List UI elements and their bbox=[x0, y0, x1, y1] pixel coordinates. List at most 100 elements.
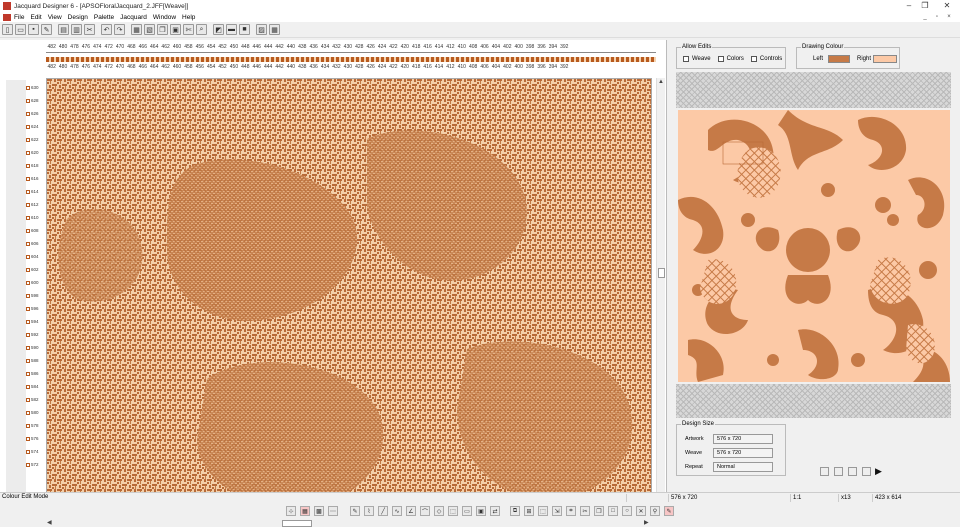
mdi-minimize-icon[interactable]: _ bbox=[923, 14, 927, 20]
restore-button[interactable]: ❐ bbox=[921, 1, 929, 10]
row-marker-icon[interactable] bbox=[26, 163, 30, 168]
row-marker-icon[interactable] bbox=[26, 176, 30, 181]
grid-tool-icon[interactable]: ⊞ bbox=[524, 506, 534, 516]
artwork-preview[interactable] bbox=[678, 110, 950, 382]
row-marker-icon[interactable] bbox=[26, 332, 30, 337]
left-ruler-row[interactable]: 590 bbox=[26, 344, 44, 351]
left-ruler-row[interactable]: 574 bbox=[26, 448, 44, 455]
new-icon[interactable]: ▯ bbox=[2, 24, 13, 35]
left-ruler-row[interactable]: 610 bbox=[26, 214, 44, 221]
row-marker-icon[interactable] bbox=[26, 111, 30, 116]
horizontal-scroll-thumb[interactable] bbox=[282, 520, 312, 527]
left-ruler-row[interactable]: 572 bbox=[26, 461, 44, 468]
open-icon[interactable]: ▭ bbox=[15, 24, 26, 35]
zoom-icon[interactable]: ⌕ bbox=[196, 24, 207, 35]
left-ruler-row[interactable]: 620 bbox=[26, 149, 44, 156]
left-ruler-row[interactable]: 622 bbox=[26, 136, 44, 143]
curve-tool-icon[interactable]: ∿ bbox=[392, 506, 402, 516]
left-ruler-row[interactable]: 578 bbox=[26, 422, 44, 429]
scroll-right-icon[interactable]: ▶ bbox=[644, 520, 649, 526]
left-ruler-row[interactable]: 580 bbox=[26, 409, 44, 416]
jacquard-icon[interactable]: ◩ bbox=[213, 24, 224, 35]
minimize-button[interactable]: – bbox=[906, 1, 912, 10]
export-icon[interactable]: ▣ bbox=[170, 24, 181, 35]
menu-jacquard[interactable]: Jacquard bbox=[120, 13, 147, 21]
vertical-scroll-thumb[interactable] bbox=[658, 268, 665, 278]
weave-tool-icon[interactable]: ▦ bbox=[300, 506, 310, 516]
row-marker-icon[interactable] bbox=[26, 397, 30, 402]
weave-checkbox-box[interactable] bbox=[683, 56, 689, 62]
artwork-size-field[interactable]: 576 x 720 bbox=[713, 434, 773, 444]
mirror-tool-icon[interactable]: ⇄ bbox=[490, 506, 500, 516]
left-ruler-row[interactable]: 598 bbox=[26, 292, 44, 299]
left-ruler-row[interactable]: 606 bbox=[26, 240, 44, 247]
brush-tool-icon[interactable]: ⌇ bbox=[364, 506, 374, 516]
mdi-close-icon[interactable]: × bbox=[947, 14, 951, 20]
redo-icon[interactable]: ↷ bbox=[114, 24, 125, 35]
row-marker-icon[interactable] bbox=[26, 228, 30, 233]
weave-icon[interactable]: ▦ bbox=[131, 24, 142, 35]
row-marker-icon[interactable] bbox=[26, 137, 30, 142]
grid-view-icon[interactable] bbox=[848, 467, 857, 476]
rect-select-icon[interactable]: ⬚ bbox=[448, 506, 458, 516]
color-edit-tool-icon[interactable]: ✎ bbox=[664, 506, 674, 516]
film-icon[interactable] bbox=[862, 467, 871, 476]
menu-view[interactable]: View bbox=[47, 13, 62, 21]
left-ruler-row[interactable]: 618 bbox=[26, 162, 44, 169]
row-marker-icon[interactable] bbox=[26, 410, 30, 415]
pointer-tool-icon[interactable]: ⊹ bbox=[286, 506, 296, 516]
cross-tool-icon[interactable]: ✕ bbox=[636, 506, 646, 516]
menu-edit[interactable]: Edit bbox=[30, 13, 42, 21]
controls-checkbox-box[interactable] bbox=[750, 56, 757, 62]
frame-tool-icon[interactable]: ▭ bbox=[462, 506, 472, 516]
left-ruler-row[interactable]: 596 bbox=[26, 305, 44, 312]
pencil-tool-icon[interactable]: ✎ bbox=[350, 506, 360, 516]
loom-icon[interactable]: ▬ bbox=[226, 24, 237, 35]
left-ruler-row[interactable]: 594 bbox=[26, 318, 44, 325]
row-marker-icon[interactable] bbox=[26, 280, 30, 285]
box-tool-icon[interactable]: ▣ bbox=[476, 506, 486, 516]
save-icon[interactable]: ▪ bbox=[28, 24, 39, 35]
row-marker-icon[interactable] bbox=[26, 85, 30, 90]
left-ruler-row[interactable]: 614 bbox=[26, 188, 44, 195]
settings-icon[interactable]: ✎ bbox=[41, 24, 52, 35]
undo-icon[interactable]: ↶ bbox=[101, 24, 112, 35]
row-marker-icon[interactable] bbox=[26, 319, 30, 324]
row-marker-icon[interactable] bbox=[26, 267, 30, 272]
left-ruler-row[interactable]: 584 bbox=[26, 383, 44, 390]
row-marker-icon[interactable] bbox=[26, 150, 30, 155]
row-marker-icon[interactable] bbox=[26, 241, 30, 246]
row-marker-icon[interactable] bbox=[26, 449, 30, 454]
row-marker-icon[interactable] bbox=[26, 189, 30, 194]
print-icon[interactable]: ▤ bbox=[58, 24, 69, 35]
left-ruler-row[interactable]: 616 bbox=[26, 175, 44, 182]
row-marker-icon[interactable] bbox=[26, 371, 30, 376]
crop-tool-icon[interactable]: ⌗ bbox=[566, 506, 576, 516]
right-colour-swatch[interactable] bbox=[873, 55, 897, 63]
clip-tool-icon[interactable]: ✂ bbox=[580, 506, 590, 516]
left-ruler-row[interactable]: 612 bbox=[26, 201, 44, 208]
first-page-icon[interactable] bbox=[820, 467, 829, 476]
select-tool-icon[interactable]: ⬚ bbox=[538, 506, 548, 516]
repeat-tool-icon[interactable]: ⧉ bbox=[510, 506, 520, 516]
left-ruler-row[interactable]: 630 bbox=[26, 84, 44, 91]
row-marker-icon[interactable] bbox=[26, 462, 30, 467]
play-icon[interactable]: ▶ bbox=[875, 466, 882, 476]
row-marker-icon[interactable] bbox=[26, 436, 30, 441]
polyline-tool-icon[interactable]: ⌒ bbox=[420, 506, 430, 516]
dots-tool-icon[interactable]: ⋯ bbox=[328, 506, 338, 516]
grid-icon[interactable]: ▦ bbox=[269, 24, 280, 35]
stack-tool-icon[interactable]: ❐ bbox=[594, 506, 604, 516]
row-marker-icon[interactable] bbox=[26, 98, 30, 103]
print-preview-icon[interactable]: ▥ bbox=[71, 24, 82, 35]
angle-tool-icon[interactable]: ∠ bbox=[406, 506, 416, 516]
prev-page-icon[interactable] bbox=[834, 467, 843, 476]
row-marker-icon[interactable] bbox=[26, 306, 30, 311]
palette-icon[interactable]: ■ bbox=[239, 24, 250, 35]
circle-tool-icon[interactable]: ○ bbox=[622, 506, 632, 516]
repeat-field[interactable]: Normal bbox=[713, 462, 773, 472]
weave-grid[interactable] bbox=[46, 78, 652, 512]
left-ruler-row[interactable]: 586 bbox=[26, 370, 44, 377]
menu-palette[interactable]: Palette bbox=[93, 13, 115, 21]
row-marker-icon[interactable] bbox=[26, 124, 30, 129]
